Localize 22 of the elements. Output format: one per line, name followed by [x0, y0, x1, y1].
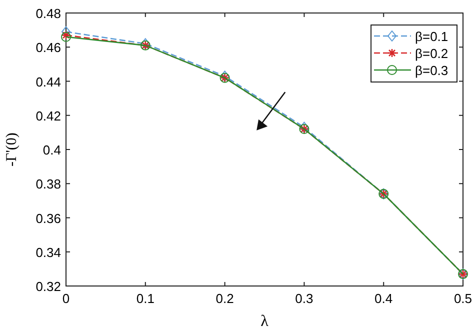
legend-label: β=0.1: [415, 29, 448, 44]
x-tick-label: 0.4: [374, 291, 393, 306]
point: [300, 122, 309, 133]
y-axis-title: -Γ'(0): [4, 132, 20, 166]
y-tick-label: 0.36: [36, 210, 61, 226]
x-tick-label: 0.1: [136, 291, 154, 306]
legend-label: β=0.3: [415, 63, 448, 78]
point: [62, 26, 70, 38]
x-tick-label: 0.5: [454, 291, 472, 306]
x-tick-label: 0.3: [295, 291, 314, 306]
y-tick-label: 0.32: [36, 279, 61, 294]
y-tick-label: 0.42: [36, 108, 61, 124]
y-tick-label: 0.44: [36, 74, 61, 90]
y-tick-label: 0.46: [36, 40, 61, 56]
x-tick-label: 0.2: [216, 291, 234, 306]
y-tick-label: 0.38: [36, 176, 61, 192]
y-tick-label: 0.4: [42, 142, 61, 158]
y-tick-label: 0.48: [36, 6, 61, 21]
y-tick-label: 0.34: [36, 244, 61, 260]
x-tick-label: 0: [62, 291, 70, 306]
x-axis-title: λ: [260, 313, 269, 330]
legend-label: β=0.2: [415, 46, 448, 61]
